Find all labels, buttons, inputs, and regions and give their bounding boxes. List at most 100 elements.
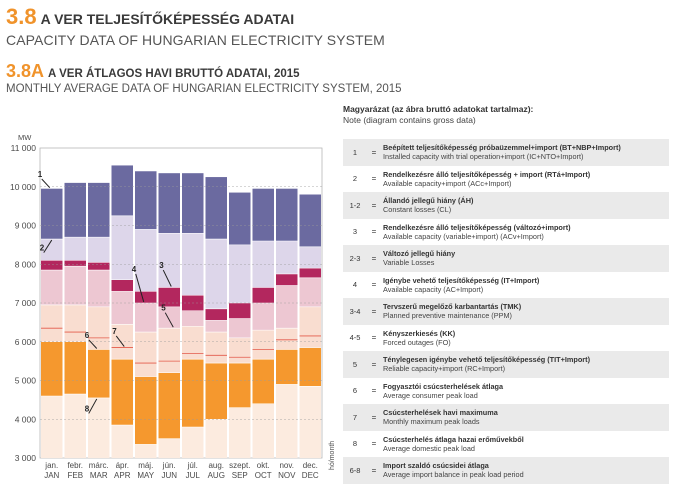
bar-segment xyxy=(41,270,63,305)
legend-row-hungarian: Változó jellegű hiány xyxy=(383,249,456,259)
legend-note: Note (diagram contains gross data) xyxy=(343,115,476,125)
legend-row: 4-5 = Kényszerkiesés (KK) Forced outages (F… xyxy=(343,325,669,352)
x-tick-label-en: SEP xyxy=(232,471,248,480)
legend-row-text: Beépített teljesítőképesség próbaüzemmel… xyxy=(381,143,669,161)
x-tick-label-en: JUN xyxy=(161,471,177,480)
legend-row-hungarian: Fogyasztói csúcsterhelések átlaga xyxy=(383,381,504,391)
bar-segment xyxy=(252,188,274,241)
bar-segment xyxy=(41,188,63,240)
bar-segment xyxy=(158,287,180,307)
legend-row-text: Igénybe vehető teljesítőképesség (IT+Imp… xyxy=(381,276,669,294)
legend-row-hungarian: Tervszerű megelőző karbantartás (TMK) xyxy=(383,302,522,312)
legend-row-equals: = xyxy=(371,280,377,290)
legend-row-id: 6-8 xyxy=(349,465,361,475)
legend-row-english: Reliable capacity+import (RC+Import) xyxy=(383,364,506,374)
x-tick-label-hu: márc. xyxy=(89,461,109,470)
x-tick-label-en: FEB xyxy=(67,471,83,480)
legend-row-hungarian: Állandó jellegű hiány (ÁH) xyxy=(383,196,474,206)
bar-segment xyxy=(276,241,298,274)
x-tick-label-hu: aug. xyxy=(208,461,224,470)
legend-row-english: Forced outages (FO) xyxy=(383,337,451,347)
legend-row-text: Kényszerkiesés (KK) Forced outages (FO) xyxy=(381,329,669,347)
bar-segment xyxy=(64,182,86,238)
bar-segment xyxy=(111,324,133,360)
bar-segment xyxy=(252,359,274,404)
legend-row-id: 3-4 xyxy=(349,306,361,316)
bar-segment xyxy=(158,438,180,458)
bar-segment xyxy=(64,394,86,458)
legend-row-english: Available capacity (variable+import) (AC… xyxy=(383,231,544,241)
legend-row: 5 = Ténylegesen igénybe vehető teljesítőké… xyxy=(343,351,669,378)
bar-segment xyxy=(276,273,298,286)
x-tick-label-en: NOV xyxy=(278,471,296,480)
bar-segment xyxy=(135,229,157,292)
bar-segment xyxy=(135,376,157,445)
bar-segment xyxy=(229,318,251,338)
x-tick-label-hu: máj. xyxy=(138,461,153,470)
legend-row-id: 2 xyxy=(352,174,358,184)
legend-row-text: Fogyasztói csúcsterhelések átlaga Average… xyxy=(381,382,669,400)
legend-row-equals: = xyxy=(371,465,377,475)
y-tick-label: 7 000 xyxy=(15,298,37,308)
legend-row: 3 = Rendelkezésre álló teljesítőképesség (… xyxy=(343,219,669,246)
legend-row-id: 8 xyxy=(352,439,358,449)
annotation-arrow xyxy=(162,269,172,287)
annotation-arrow xyxy=(88,339,98,349)
legend-row-equals: = xyxy=(371,359,377,369)
legend-row-equals: = xyxy=(371,147,377,157)
legend-title: Magyarázat (az ábra bruttó adatokat tart… xyxy=(343,104,534,114)
legend-row-hungarian: Ténylegesen igénybe vehető teljesítőképe… xyxy=(383,355,591,365)
y-tick-label: 9 000 xyxy=(15,221,37,231)
bar-segment xyxy=(252,287,274,303)
capacity-chart: 3 000 4 000 5 000 6 000 7 000 8 000 9 000 10 00… xyxy=(10,133,336,480)
legend-row-english: Average import balance in peak load peri… xyxy=(383,470,524,480)
bar-segment xyxy=(41,239,63,261)
legend-row-english: Available capacity+import (ACc+Import) xyxy=(383,178,512,188)
bar-segment xyxy=(299,246,321,269)
legend-row-hungarian: Kényszerkiesés (KK) xyxy=(383,328,456,338)
bar-segment xyxy=(205,363,227,420)
bar-segment xyxy=(111,291,133,325)
legend-row-english: Monthly maximum peak loads xyxy=(383,417,480,427)
bar-segment xyxy=(205,320,227,333)
legend-row-id: 2-3 xyxy=(349,253,361,263)
bar-segment xyxy=(252,330,274,360)
bar-segment xyxy=(205,177,227,240)
bar-segment xyxy=(205,308,227,321)
x-tick-label-hu: jún. xyxy=(162,461,176,470)
bar-segment xyxy=(88,182,110,238)
section-subtitle: CAPACITY DATA OF HUNGARIAN ELECTRICITY S… xyxy=(6,32,385,48)
bar-segment xyxy=(299,386,321,458)
y-tick-label: 10 000 xyxy=(10,182,36,192)
x-tick-label-en: APR xyxy=(114,471,131,480)
legend-row-id: 1-2 xyxy=(349,200,361,210)
y-tick-label: 3 000 xyxy=(15,453,37,463)
bar-segment xyxy=(182,359,204,427)
legend-row: 6 = Fogyasztói csúcsterhelések átlaga Avera… xyxy=(343,378,669,405)
x-tick-label-en: OCT xyxy=(255,471,272,480)
bar-segment xyxy=(182,173,204,234)
legend-row-text: Csúcsterhelések havi maximuma Monthly max… xyxy=(381,408,669,426)
legend-row: 4 = Igénybe vehető teljesítőképesség (IT+I… xyxy=(343,272,669,299)
legend-row-text: Rendelkezésre álló teljesítőképesség + i… xyxy=(381,170,669,188)
x-tick-label-hu: jan. xyxy=(44,461,58,470)
legend-row-hungarian: Import szaldó csúcsidei átlaga xyxy=(383,461,489,471)
bar-segment xyxy=(276,328,298,350)
section-number: 3.8 xyxy=(6,4,37,29)
bar-segment xyxy=(252,303,274,331)
section-title-text: A VER TELJESÍTŐKÉPESSÉG ADATAI xyxy=(40,11,295,27)
legend-row-text: Változó jellegű hiány Variable Losses xyxy=(381,249,669,267)
bar-segment xyxy=(229,192,251,245)
legend-row-id: 4 xyxy=(352,280,358,290)
y-axis-unit: MW xyxy=(18,133,32,142)
legend-row-equals: = xyxy=(371,200,377,210)
bar-segment xyxy=(135,291,157,303)
y-tick-label: 6 000 xyxy=(15,337,37,347)
x-tick-label-en: MAR xyxy=(90,471,108,480)
annotation-arrow xyxy=(43,239,53,253)
legend-row-text: Csúcsterhelés átlaga hazai erőművekből Av… xyxy=(381,435,669,453)
bar-segment xyxy=(276,349,298,385)
bar-segment xyxy=(111,279,133,292)
bar-segment xyxy=(182,310,204,327)
bar-segment xyxy=(135,332,157,377)
